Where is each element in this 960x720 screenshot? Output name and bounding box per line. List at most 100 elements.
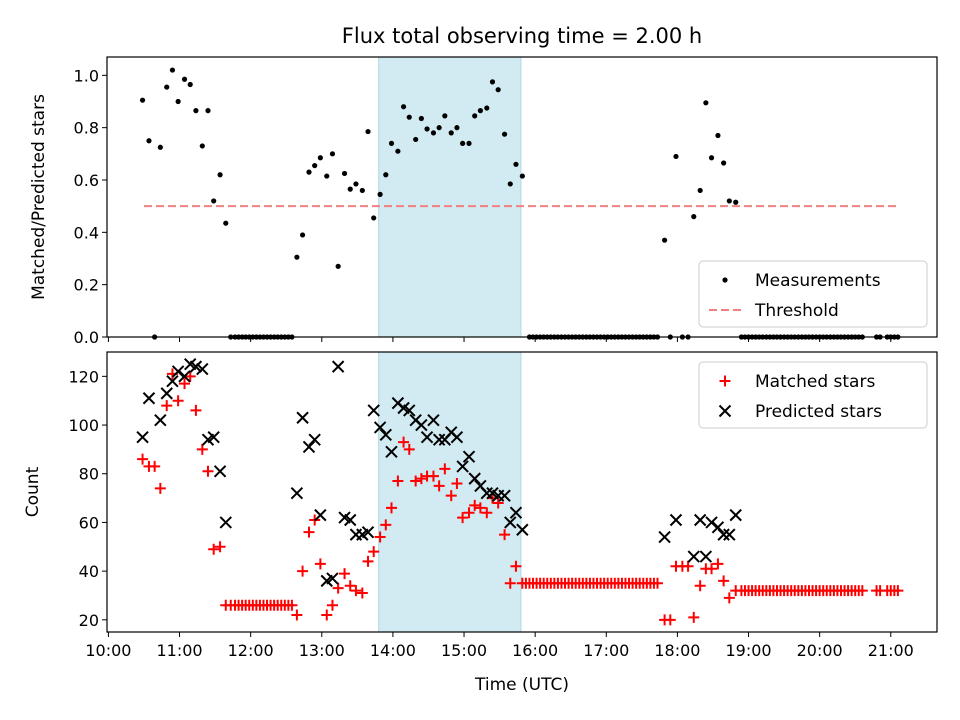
data-point — [516, 523, 529, 536]
data-point — [359, 187, 365, 194]
data-point — [392, 475, 404, 487]
data-point — [415, 473, 427, 485]
data-point — [480, 487, 494, 500]
x-tick-label: 20:00 — [797, 641, 843, 660]
y-axis-label: Count — [23, 466, 43, 517]
data-point — [460, 140, 466, 146]
data-point — [373, 421, 387, 434]
data-point — [856, 585, 868, 597]
x-tick-label: 13:00 — [299, 641, 345, 660]
data-point — [682, 560, 694, 572]
data-point — [462, 450, 476, 463]
data-point — [403, 404, 416, 417]
data-point — [219, 516, 232, 529]
y-tick-label: 80 — [79, 465, 99, 484]
x-tick-label: 18:00 — [654, 641, 700, 660]
data-point — [294, 254, 300, 260]
y-tick-label: 60 — [79, 513, 99, 532]
legend: Matched stars Predicted stars — [698, 361, 928, 429]
data-point — [658, 530, 671, 544]
data-point — [715, 132, 721, 139]
data-point — [469, 499, 481, 511]
data-point — [379, 428, 393, 441]
data-point — [137, 453, 149, 465]
data-point — [166, 375, 179, 388]
data-point — [367, 404, 380, 417]
series-matched-stars — [137, 368, 904, 626]
data-point — [344, 513, 357, 527]
data-point — [169, 67, 176, 73]
x-tick-label: 15:00 — [441, 641, 487, 660]
x-axis-label: Time (UTC) — [474, 675, 569, 695]
data-point — [207, 431, 220, 444]
data-point — [711, 521, 725, 534]
y-tick-label: 120 — [68, 367, 99, 386]
data-point — [729, 508, 742, 522]
legend-entry: Matched stars — [719, 372, 875, 392]
data-point — [723, 592, 735, 604]
data-point — [368, 546, 380, 558]
y-tick-label: 0.0 — [74, 328, 99, 347]
data-point — [303, 526, 315, 538]
x-tick-label: 14:00 — [370, 641, 416, 660]
x-tick-label: 16:00 — [512, 641, 558, 660]
data-point — [466, 140, 472, 146]
data-point — [314, 558, 326, 570]
data-point — [718, 575, 730, 587]
data-point — [450, 431, 464, 444]
data-point — [385, 445, 398, 459]
data-point — [691, 214, 697, 220]
data-point — [193, 108, 199, 114]
data-point — [187, 81, 193, 88]
data-point — [196, 443, 208, 455]
data-point — [326, 599, 338, 611]
data-point — [181, 76, 188, 82]
data-point — [380, 519, 392, 531]
data-point — [302, 440, 316, 454]
data-point — [344, 580, 356, 592]
legend-label: Predicted stars — [755, 402, 882, 422]
y-axis-label: Matched/Predicted stars — [29, 94, 49, 300]
data-point — [383, 172, 389, 178]
data-point — [717, 528, 730, 541]
axes-frame — [106, 351, 938, 633]
data-point — [495, 87, 501, 93]
data-point — [418, 115, 424, 122]
data-point — [317, 155, 323, 161]
data-point — [377, 191, 383, 197]
data-point — [326, 572, 339, 585]
data-point — [510, 560, 522, 572]
data-point — [492, 497, 504, 509]
data-point — [456, 460, 469, 473]
data-point — [472, 113, 478, 119]
data-point — [160, 387, 173, 400]
data-point — [350, 585, 362, 597]
data-point — [157, 144, 163, 150]
data-point — [331, 360, 345, 373]
legend-label: Matched stars — [755, 372, 875, 392]
data-point — [179, 378, 191, 390]
data-point — [509, 506, 523, 519]
data-point — [175, 98, 181, 105]
data-point — [723, 528, 736, 541]
data-point — [433, 480, 445, 492]
data-point — [442, 113, 448, 119]
data-point — [341, 170, 348, 177]
data-point — [339, 568, 351, 580]
data-point — [669, 513, 683, 527]
data-point — [504, 577, 516, 589]
series-predicted-stars — [136, 357, 742, 588]
data-point — [395, 148, 401, 154]
data-point — [457, 512, 469, 524]
data-point — [223, 220, 229, 226]
legend-entry: Measurements — [722, 271, 881, 291]
data-point — [136, 431, 149, 444]
x-tick-label: 11:00 — [156, 641, 202, 660]
data-point — [708, 155, 715, 161]
data-point — [445, 490, 457, 502]
data-point — [211, 198, 217, 204]
y-tick-label: 0.2 — [74, 276, 99, 295]
data-point — [388, 140, 395, 146]
data-point — [214, 541, 226, 553]
